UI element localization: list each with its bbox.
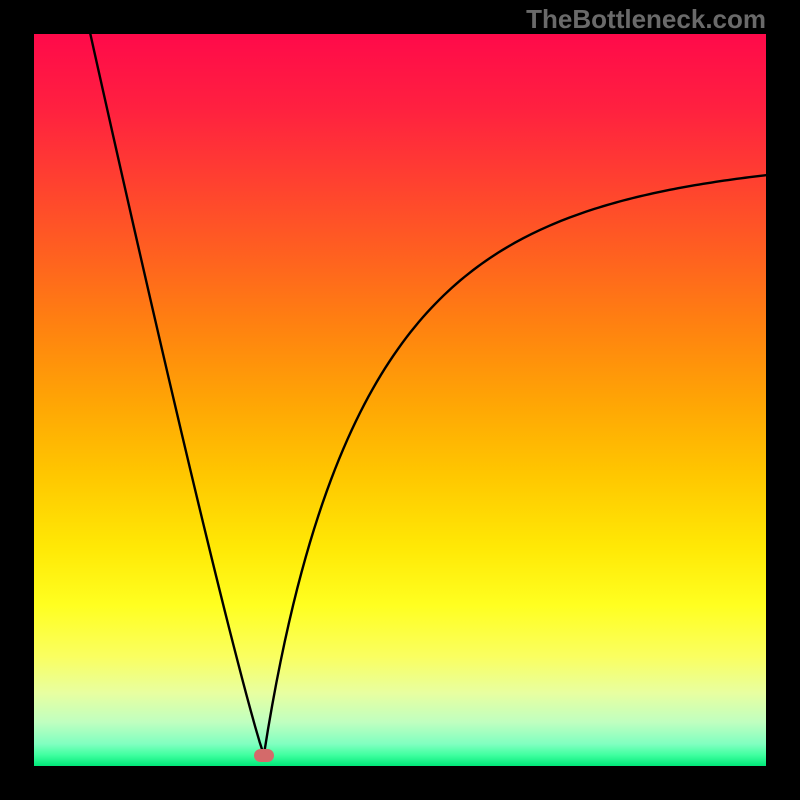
bottleneck-curve [34, 34, 766, 766]
curve-path [90, 34, 766, 755]
plot-area [34, 34, 766, 766]
chart-container: TheBottleneck.com [0, 0, 800, 800]
optimum-marker [254, 749, 274, 762]
watermark-text: TheBottleneck.com [526, 4, 766, 35]
